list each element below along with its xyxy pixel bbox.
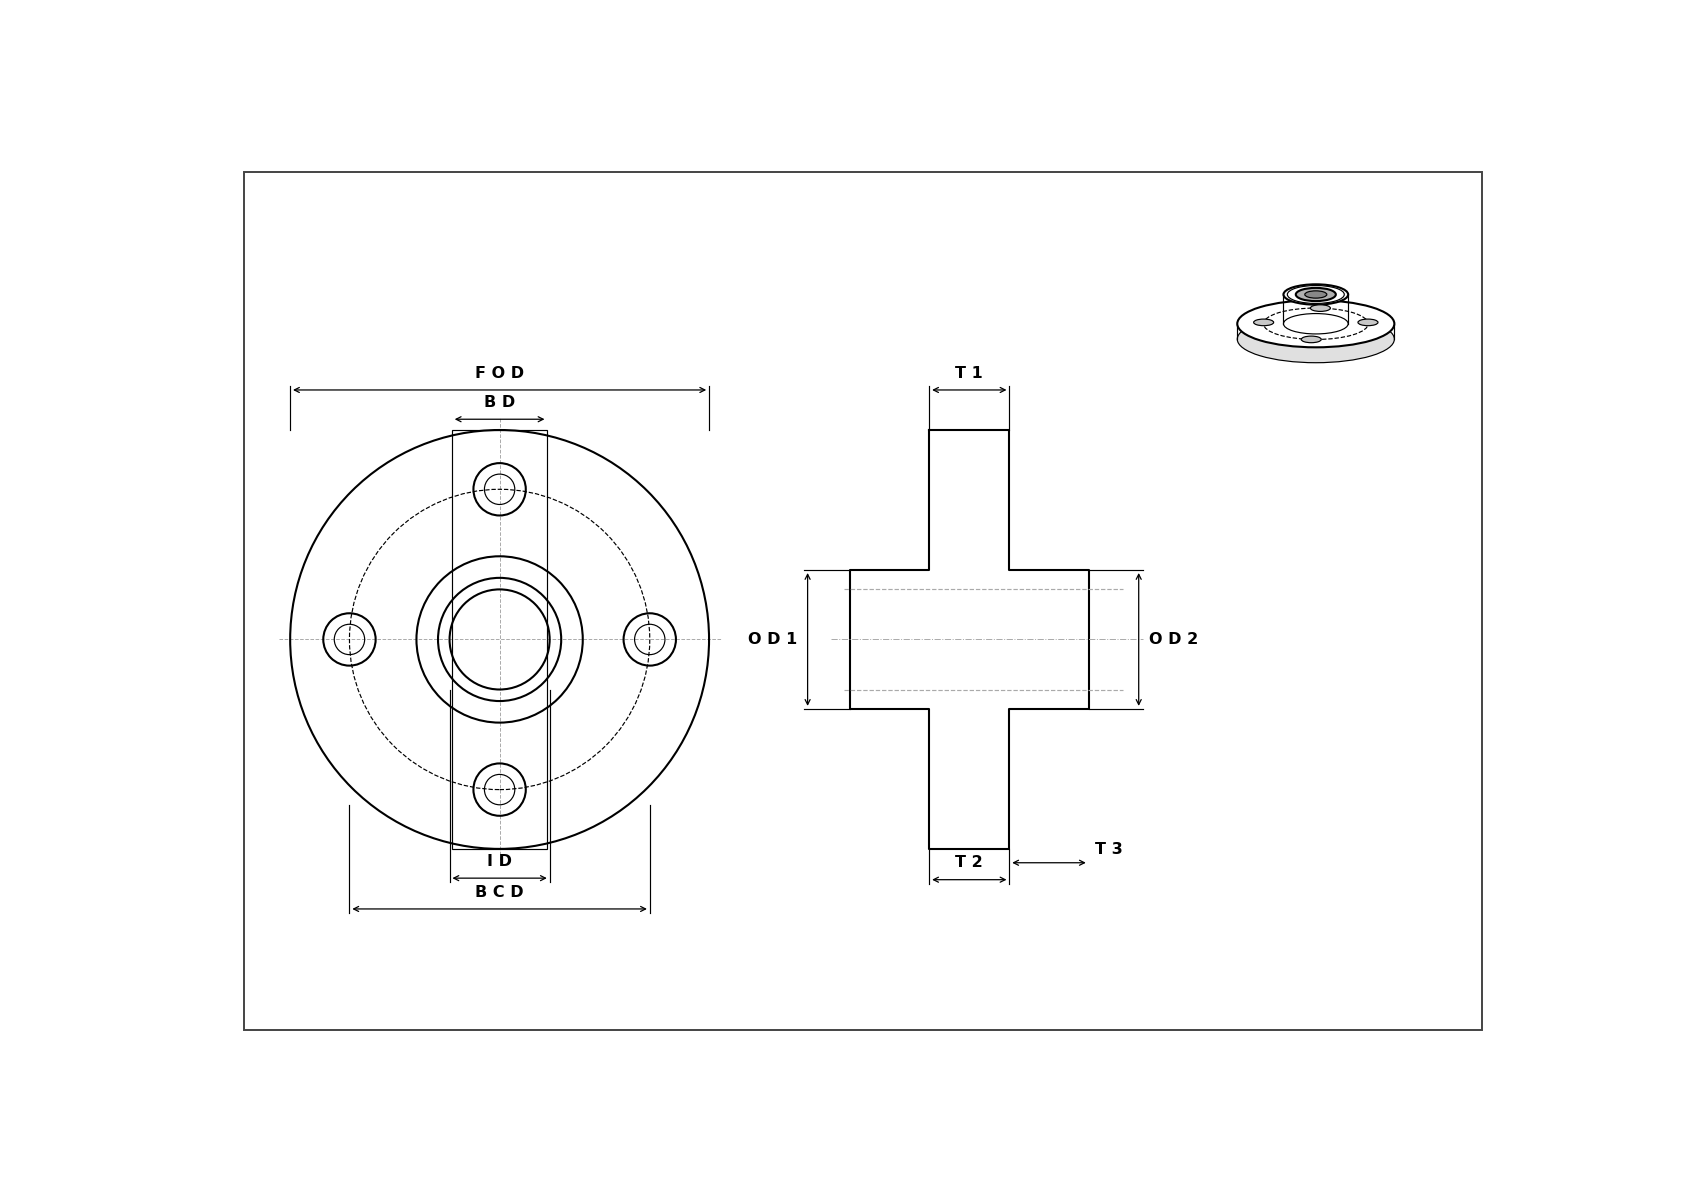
Text: O D 1: O D 1 <box>748 632 798 647</box>
Text: T 2: T 2 <box>955 856 983 870</box>
Ellipse shape <box>1283 313 1349 334</box>
Text: B C D: B C D <box>475 884 524 900</box>
Ellipse shape <box>1295 288 1335 301</box>
Ellipse shape <box>1305 290 1327 299</box>
Bar <box>451 430 547 848</box>
Text: I D: I D <box>487 854 512 869</box>
Text: T 1: T 1 <box>955 365 983 381</box>
Ellipse shape <box>1302 336 1322 343</box>
Ellipse shape <box>1310 305 1330 312</box>
Ellipse shape <box>1238 315 1394 363</box>
Text: B D: B D <box>483 395 515 411</box>
Ellipse shape <box>1238 300 1394 347</box>
Ellipse shape <box>1357 319 1378 326</box>
Text: F O D: F O D <box>475 365 524 381</box>
Text: T 3: T 3 <box>1095 843 1123 857</box>
Ellipse shape <box>1253 319 1273 326</box>
Ellipse shape <box>1283 284 1349 305</box>
Ellipse shape <box>1287 286 1344 303</box>
Text: O D 2: O D 2 <box>1148 632 1197 647</box>
